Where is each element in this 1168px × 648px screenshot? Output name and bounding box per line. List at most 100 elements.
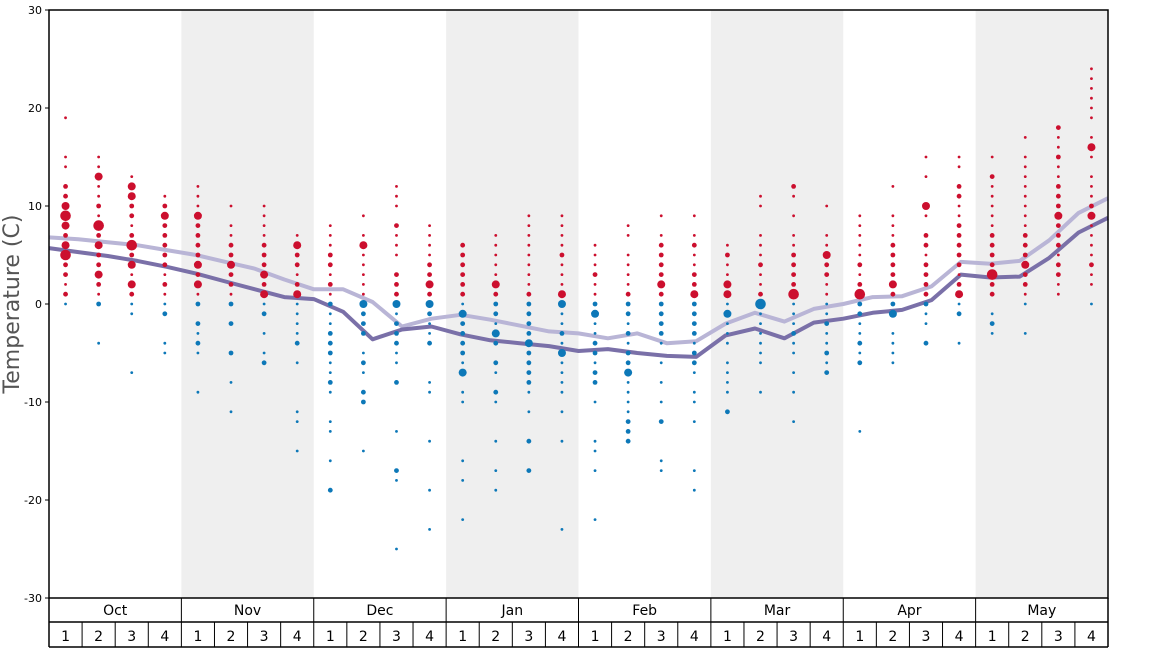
warm-point [791,282,797,287]
cold-point [691,331,697,336]
warm-point [162,252,168,258]
cold-point [163,341,167,345]
warm-point [626,234,630,237]
cold-point [1023,332,1027,335]
cold-point [360,399,366,405]
cold-point [392,300,401,308]
cold-point [557,300,566,308]
warm-point [857,282,863,287]
warm-point [659,214,663,218]
warm-point [923,282,929,287]
warm-point [293,241,302,250]
week-label: 2 [756,629,765,645]
cold-point [295,410,299,414]
week-label: 4 [160,629,169,645]
warm-point [97,214,101,218]
cold-point [328,361,332,365]
warm-point [723,290,732,299]
cold-point [625,311,631,317]
warm-point [428,224,431,228]
warm-point [96,203,102,209]
cold-point [428,439,431,443]
cold-point [262,351,266,355]
month-label-feb: Feb [632,603,657,619]
warm-point [527,224,531,228]
cold-point [593,361,597,365]
cold-point [360,360,366,366]
cold-point [261,311,267,317]
warm-point [395,185,398,188]
warm-point [1022,272,1028,277]
cold-point [659,459,663,463]
cold-point [130,371,134,374]
warm-point [1090,155,1093,159]
warm-point [261,282,267,287]
warm-point [129,203,135,209]
cold-point [891,332,895,335]
warm-point [130,224,134,228]
warm-point [692,214,696,218]
warm-point [328,292,332,296]
warm-point [494,273,498,276]
cold-point [825,332,829,335]
cold-point [658,301,664,307]
warm-point [824,262,830,268]
warm-point [1055,272,1061,277]
cold-point [195,301,201,307]
warm-point [759,283,762,286]
warm-point [395,253,398,257]
warm-point [130,175,134,179]
warm-point [560,234,564,237]
cold-point [792,420,796,423]
week-label: 4 [690,629,699,645]
cold-point [229,381,233,384]
warm-point [425,280,434,289]
week-label: 3 [789,629,798,645]
warm-point [990,185,994,188]
warm-point [395,234,398,237]
warm-point [527,253,531,257]
warm-point [129,213,135,219]
warm-point [162,262,168,268]
cold-point [328,420,332,423]
warm-point [493,291,499,297]
cold-point [395,547,398,551]
cold-point [328,459,332,463]
cold-point [461,400,465,404]
cold-point [759,332,762,335]
cold-point [428,528,431,531]
cold-point [593,439,597,443]
cold-point [591,309,600,318]
cold-point [792,371,796,374]
warm-point [229,292,233,296]
warm-point [990,194,994,198]
cold-point [494,371,498,374]
cold-point [658,321,664,326]
warm-point [195,252,201,258]
cold-point [692,390,696,394]
warm-point [557,290,566,299]
warm-point [427,262,432,268]
warm-point [825,283,829,286]
week-label: 1 [855,629,864,645]
warm-point [229,224,233,228]
cold-point [527,390,531,394]
warm-point [1023,194,1027,198]
cold-point [560,371,564,374]
y-tick-label: -30 [24,592,42,605]
warm-point [261,262,267,268]
warm-point [956,223,962,229]
warm-point [96,282,102,287]
warm-point [825,292,829,296]
week-label: 2 [94,629,103,645]
cold-point [759,322,762,325]
warm-point [129,233,135,238]
cold-point [494,469,498,472]
cold-point [759,390,762,394]
warm-point [94,172,103,181]
warm-point [759,204,762,208]
warm-point [1055,233,1061,238]
warm-point [162,233,168,238]
cold-point [328,371,332,374]
cold-point [659,469,663,472]
